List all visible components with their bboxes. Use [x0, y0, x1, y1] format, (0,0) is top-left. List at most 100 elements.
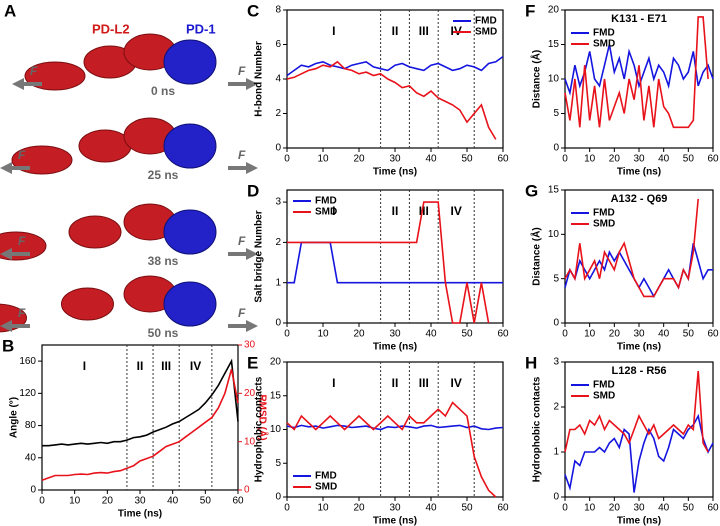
y-axis-label: Hydrophobic contacts: [254, 376, 265, 482]
y2-tick-label: 0: [244, 485, 250, 496]
x-tick-label: 20: [353, 503, 365, 514]
y-tick-label: 6: [275, 39, 281, 50]
legend-label: SMD: [593, 219, 615, 230]
y-tick-label: 15: [548, 39, 560, 50]
x-tick-label: 0: [562, 503, 568, 514]
y-tick-label: 160: [19, 356, 36, 367]
x-tick-label: 30: [389, 154, 401, 165]
series-line: [564, 413, 714, 493]
x-tick-label: 50: [461, 329, 473, 340]
x-tick-label: 0: [284, 329, 290, 340]
x-axis-label: Time (ns): [617, 516, 661, 526]
y2-tick-label: 30: [244, 340, 256, 351]
phase-label: IV: [451, 204, 462, 218]
x-tick-label: 0: [562, 329, 568, 340]
y-tick-label: 3: [275, 197, 281, 208]
x-tick-label: 40: [425, 503, 437, 514]
x-axis-label: Time (ns): [118, 509, 162, 520]
y-tick-label: 1: [553, 447, 559, 458]
x-tick-label: 40: [425, 329, 437, 340]
legend-label: FMD: [315, 471, 337, 482]
legend-label: SMD: [593, 39, 615, 50]
legend-label: SMD: [315, 207, 337, 218]
series-line: [286, 60, 497, 140]
panel-letter: H: [525, 353, 537, 372]
x-tick-label: 50: [683, 329, 695, 340]
phase-label: I: [83, 359, 86, 373]
ligand-domain: [68, 215, 122, 249]
panel-letter: D: [247, 181, 259, 200]
x-tick-label: 0: [39, 496, 45, 507]
force-label: F: [18, 306, 26, 320]
x-tick-label: 10: [584, 154, 596, 165]
receptor-domain: [163, 281, 217, 327]
x-axis-label: Time (ns): [373, 516, 417, 526]
frame-time: 25 ns: [148, 168, 179, 182]
series-line: [286, 424, 504, 431]
phase-label: IV: [190, 359, 201, 373]
x-tick-label: 60: [232, 496, 244, 507]
y-axis-label: Distance (Å): [530, 50, 543, 108]
legend-label: SMD: [593, 391, 615, 402]
y-tick-label: 0: [275, 143, 281, 154]
x-tick-label: 30: [389, 503, 401, 514]
series-line: [42, 358, 239, 447]
y-tick-label: 15: [270, 390, 282, 401]
y-tick-label: 20: [548, 5, 560, 16]
y-tick-label: 0: [275, 492, 281, 503]
receptor-domain: [163, 209, 217, 255]
x-tick-label: 0: [284, 154, 290, 165]
y-tick-label: 0: [553, 318, 559, 329]
phase-label: II: [137, 359, 144, 373]
x-tick-label: 50: [683, 503, 695, 514]
y-axis-label: Salt bridge Number: [254, 210, 265, 302]
y-tick-label: 5: [553, 273, 559, 284]
series-line: [287, 241, 503, 284]
panel-letter: F: [525, 1, 535, 20]
chart-title: K131 - E71: [611, 13, 667, 25]
x-tick-label: 40: [658, 329, 670, 340]
legend-label: FMD: [593, 208, 615, 219]
x-tick-label: 10: [317, 503, 329, 514]
y2-tick-label: 10: [244, 436, 256, 447]
y-axis-label: Distance (Å): [530, 227, 543, 285]
y-tick-label: 3: [553, 357, 559, 368]
panel-letter: B: [2, 336, 14, 355]
y-tick-label: 2: [553, 402, 559, 413]
y-tick-label: 2: [275, 108, 281, 119]
y-tick-label: 40: [25, 452, 37, 463]
y-tick-label: 0: [275, 318, 281, 329]
x-tick-label: 50: [683, 154, 695, 165]
x-tick-label: 60: [497, 329, 509, 340]
force-label: F: [238, 306, 246, 320]
x-tick-label: 50: [461, 503, 473, 514]
frame-time: 50 ns: [148, 326, 179, 340]
x-tick-label: 30: [633, 503, 645, 514]
x-tick-label: 60: [707, 503, 719, 514]
x-tick-label: 20: [609, 154, 621, 165]
plot-frame: [564, 9, 714, 149]
x-tick-label: 40: [425, 154, 437, 165]
phase-label: I: [332, 204, 335, 218]
series-line: [41, 368, 239, 482]
phase-label: III: [419, 376, 429, 390]
y-tick-label: 10: [270, 424, 282, 435]
force-label: F: [238, 148, 246, 162]
y-tick-label: 4: [275, 74, 281, 85]
series-line: [286, 55, 504, 77]
series-line: [286, 401, 497, 498]
phase-label: III: [161, 359, 171, 373]
y-axis-label: Hydrophobic contacts: [532, 376, 543, 482]
frame-time: 38 ns: [148, 254, 179, 268]
y-tick-label: 8: [275, 5, 281, 16]
legend-label: SMD: [475, 27, 497, 38]
x-tick-label: 20: [102, 496, 114, 507]
phase-label: II: [392, 204, 399, 218]
y-axis-label: Angle (°): [9, 397, 20, 438]
x-tick-label: 20: [609, 503, 621, 514]
x-tick-label: 10: [584, 503, 596, 514]
x-axis-label: Time (ns): [373, 167, 417, 178]
receptor-label: PD-1: [186, 21, 216, 36]
phase-label: IV: [451, 376, 462, 390]
y-tick-label: 120: [19, 388, 36, 399]
